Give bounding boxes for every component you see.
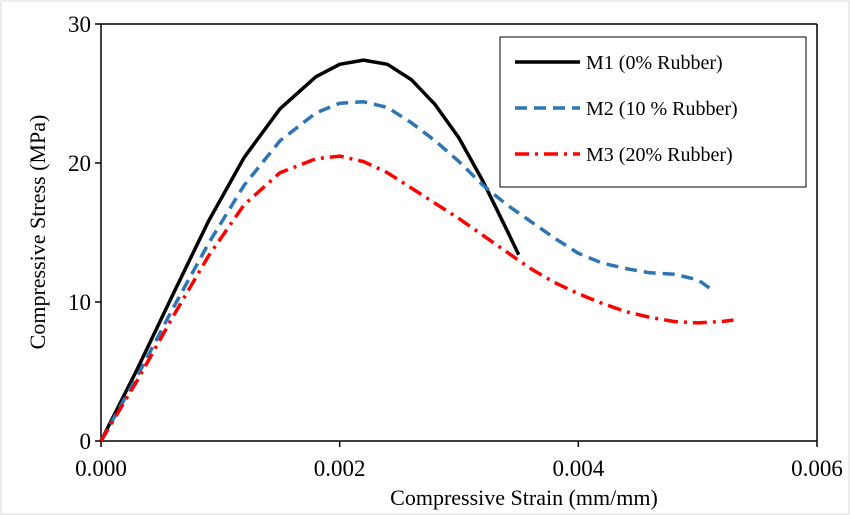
y-axis-ticks: 0 10 20 30: [68, 12, 101, 454]
legend-label-m1: M1 (0% Rubber): [586, 52, 723, 74]
legend: M1 (0% Rubber) M2 (10 % Rubber) M3 (20% Ru…: [499, 36, 807, 188]
x-tick-label: 0.002: [314, 456, 366, 481]
y-axis-title: Compressive Stress (MPa): [25, 115, 50, 350]
y-tick-label: 0: [80, 429, 92, 454]
series-line-m3: [99, 154, 734, 442]
x-axis-ticks: 0.000 0.002 0.004 0.006: [75, 441, 843, 481]
x-axis-title: Compressive Strain (mm/mm): [390, 485, 658, 510]
series-line-m2: [99, 100, 711, 442]
x-tick-label: 0.006: [791, 456, 843, 481]
series-line-m1: [99, 58, 521, 442]
x-tick-label: 0.004: [552, 456, 604, 481]
y-tick-label: 20: [68, 151, 91, 176]
legend-label-m3: M3 (20% Rubber): [586, 144, 733, 166]
x-tick-label: 0.000: [75, 456, 127, 481]
legend-label-m2: M2 (10 % Rubber): [586, 98, 738, 120]
y-tick-label: 30: [68, 12, 91, 37]
y-tick-label: 10: [68, 290, 91, 315]
series-layer: [99, 58, 734, 442]
